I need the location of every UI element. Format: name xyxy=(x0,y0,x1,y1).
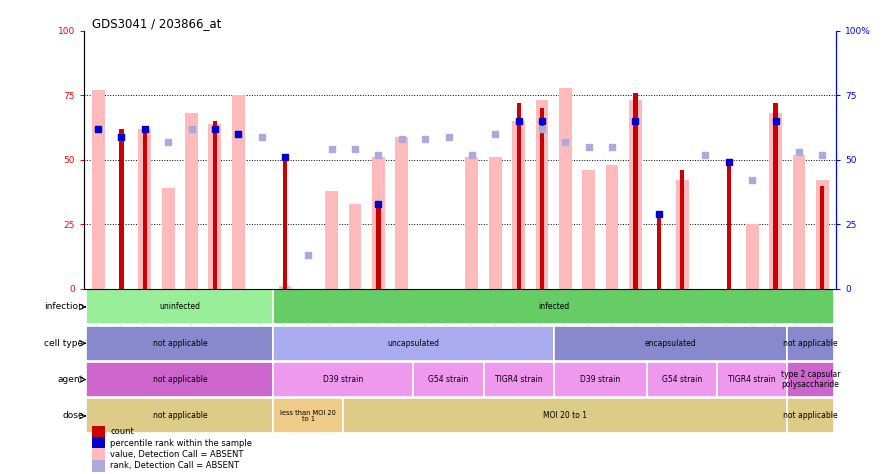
Bar xyxy=(769,113,782,289)
Text: D39 strain: D39 strain xyxy=(323,375,364,384)
Bar xyxy=(185,113,198,289)
Text: TIGR4 strain: TIGR4 strain xyxy=(728,375,776,384)
Bar xyxy=(634,93,637,289)
Bar xyxy=(629,100,642,289)
Text: not applicable: not applicable xyxy=(783,339,838,348)
Bar xyxy=(92,90,104,289)
Text: value, Detection Call = ABSENT: value, Detection Call = ABSENT xyxy=(111,450,243,459)
Text: not applicable: not applicable xyxy=(152,339,207,348)
Bar xyxy=(483,362,554,397)
Bar xyxy=(788,326,834,361)
Bar xyxy=(605,165,619,289)
Bar xyxy=(517,103,520,289)
Bar xyxy=(273,362,413,397)
Bar xyxy=(680,170,684,289)
Bar xyxy=(142,129,147,289)
Bar xyxy=(92,448,105,460)
Bar xyxy=(326,191,338,289)
Text: dose: dose xyxy=(62,411,83,420)
Bar xyxy=(343,399,788,433)
Bar xyxy=(273,399,343,433)
Bar xyxy=(92,426,105,438)
Bar xyxy=(816,181,828,289)
Bar xyxy=(92,437,105,449)
Bar xyxy=(582,170,595,289)
Text: G54 strain: G54 strain xyxy=(662,375,703,384)
Bar xyxy=(413,362,483,397)
Text: not applicable: not applicable xyxy=(152,375,207,384)
Bar xyxy=(647,362,717,397)
Bar xyxy=(788,399,834,433)
Bar xyxy=(554,326,788,361)
Bar xyxy=(92,460,105,472)
Bar xyxy=(376,204,381,289)
Bar xyxy=(396,137,408,289)
Text: MOI 20 to 1: MOI 20 to 1 xyxy=(543,411,588,420)
Bar xyxy=(273,326,554,361)
Bar xyxy=(279,286,291,289)
Bar xyxy=(540,108,544,289)
Bar xyxy=(87,399,273,433)
Bar xyxy=(559,88,572,289)
Bar xyxy=(273,290,834,324)
Text: type 2 capsular
polysaccharide: type 2 capsular polysaccharide xyxy=(781,370,841,389)
Bar xyxy=(212,121,217,289)
Text: TIGR4 strain: TIGR4 strain xyxy=(495,375,543,384)
Text: cell type: cell type xyxy=(44,339,83,348)
Text: D39 strain: D39 strain xyxy=(581,375,620,384)
Bar xyxy=(138,129,151,289)
Text: not applicable: not applicable xyxy=(783,411,838,420)
Bar xyxy=(87,362,273,397)
Bar xyxy=(512,121,525,289)
Bar xyxy=(489,157,502,289)
Text: uncapsulated: uncapsulated xyxy=(388,339,440,348)
Text: count: count xyxy=(111,428,135,437)
Bar xyxy=(657,214,661,289)
Bar xyxy=(554,362,647,397)
Bar xyxy=(162,188,174,289)
Bar xyxy=(793,155,805,289)
Text: agent: agent xyxy=(58,375,83,384)
Bar xyxy=(788,362,834,397)
Bar xyxy=(727,163,731,289)
Bar xyxy=(87,290,273,324)
Bar xyxy=(535,100,549,289)
Bar xyxy=(119,129,124,289)
Bar xyxy=(773,103,778,289)
Text: encapsulated: encapsulated xyxy=(644,339,696,348)
Bar xyxy=(746,224,758,289)
Bar xyxy=(466,157,478,289)
Bar xyxy=(820,185,825,289)
Bar xyxy=(209,124,221,289)
Text: GDS3041 / 203866_at: GDS3041 / 203866_at xyxy=(92,17,221,30)
Text: rank, Detection Call = ABSENT: rank, Detection Call = ABSENT xyxy=(111,461,240,470)
Text: less than MOI 20
to 1: less than MOI 20 to 1 xyxy=(281,410,336,422)
Text: percentile rank within the sample: percentile rank within the sample xyxy=(111,438,252,447)
Text: infection: infection xyxy=(44,302,83,311)
Text: uninfected: uninfected xyxy=(159,302,200,311)
Bar xyxy=(372,157,385,289)
Bar xyxy=(283,157,287,289)
Text: not applicable: not applicable xyxy=(152,411,207,420)
Text: infected: infected xyxy=(538,302,569,311)
Text: G54 strain: G54 strain xyxy=(428,375,469,384)
Bar xyxy=(717,362,788,397)
Bar xyxy=(349,204,361,289)
Bar xyxy=(676,181,689,289)
Bar xyxy=(87,326,273,361)
Bar xyxy=(232,95,244,289)
